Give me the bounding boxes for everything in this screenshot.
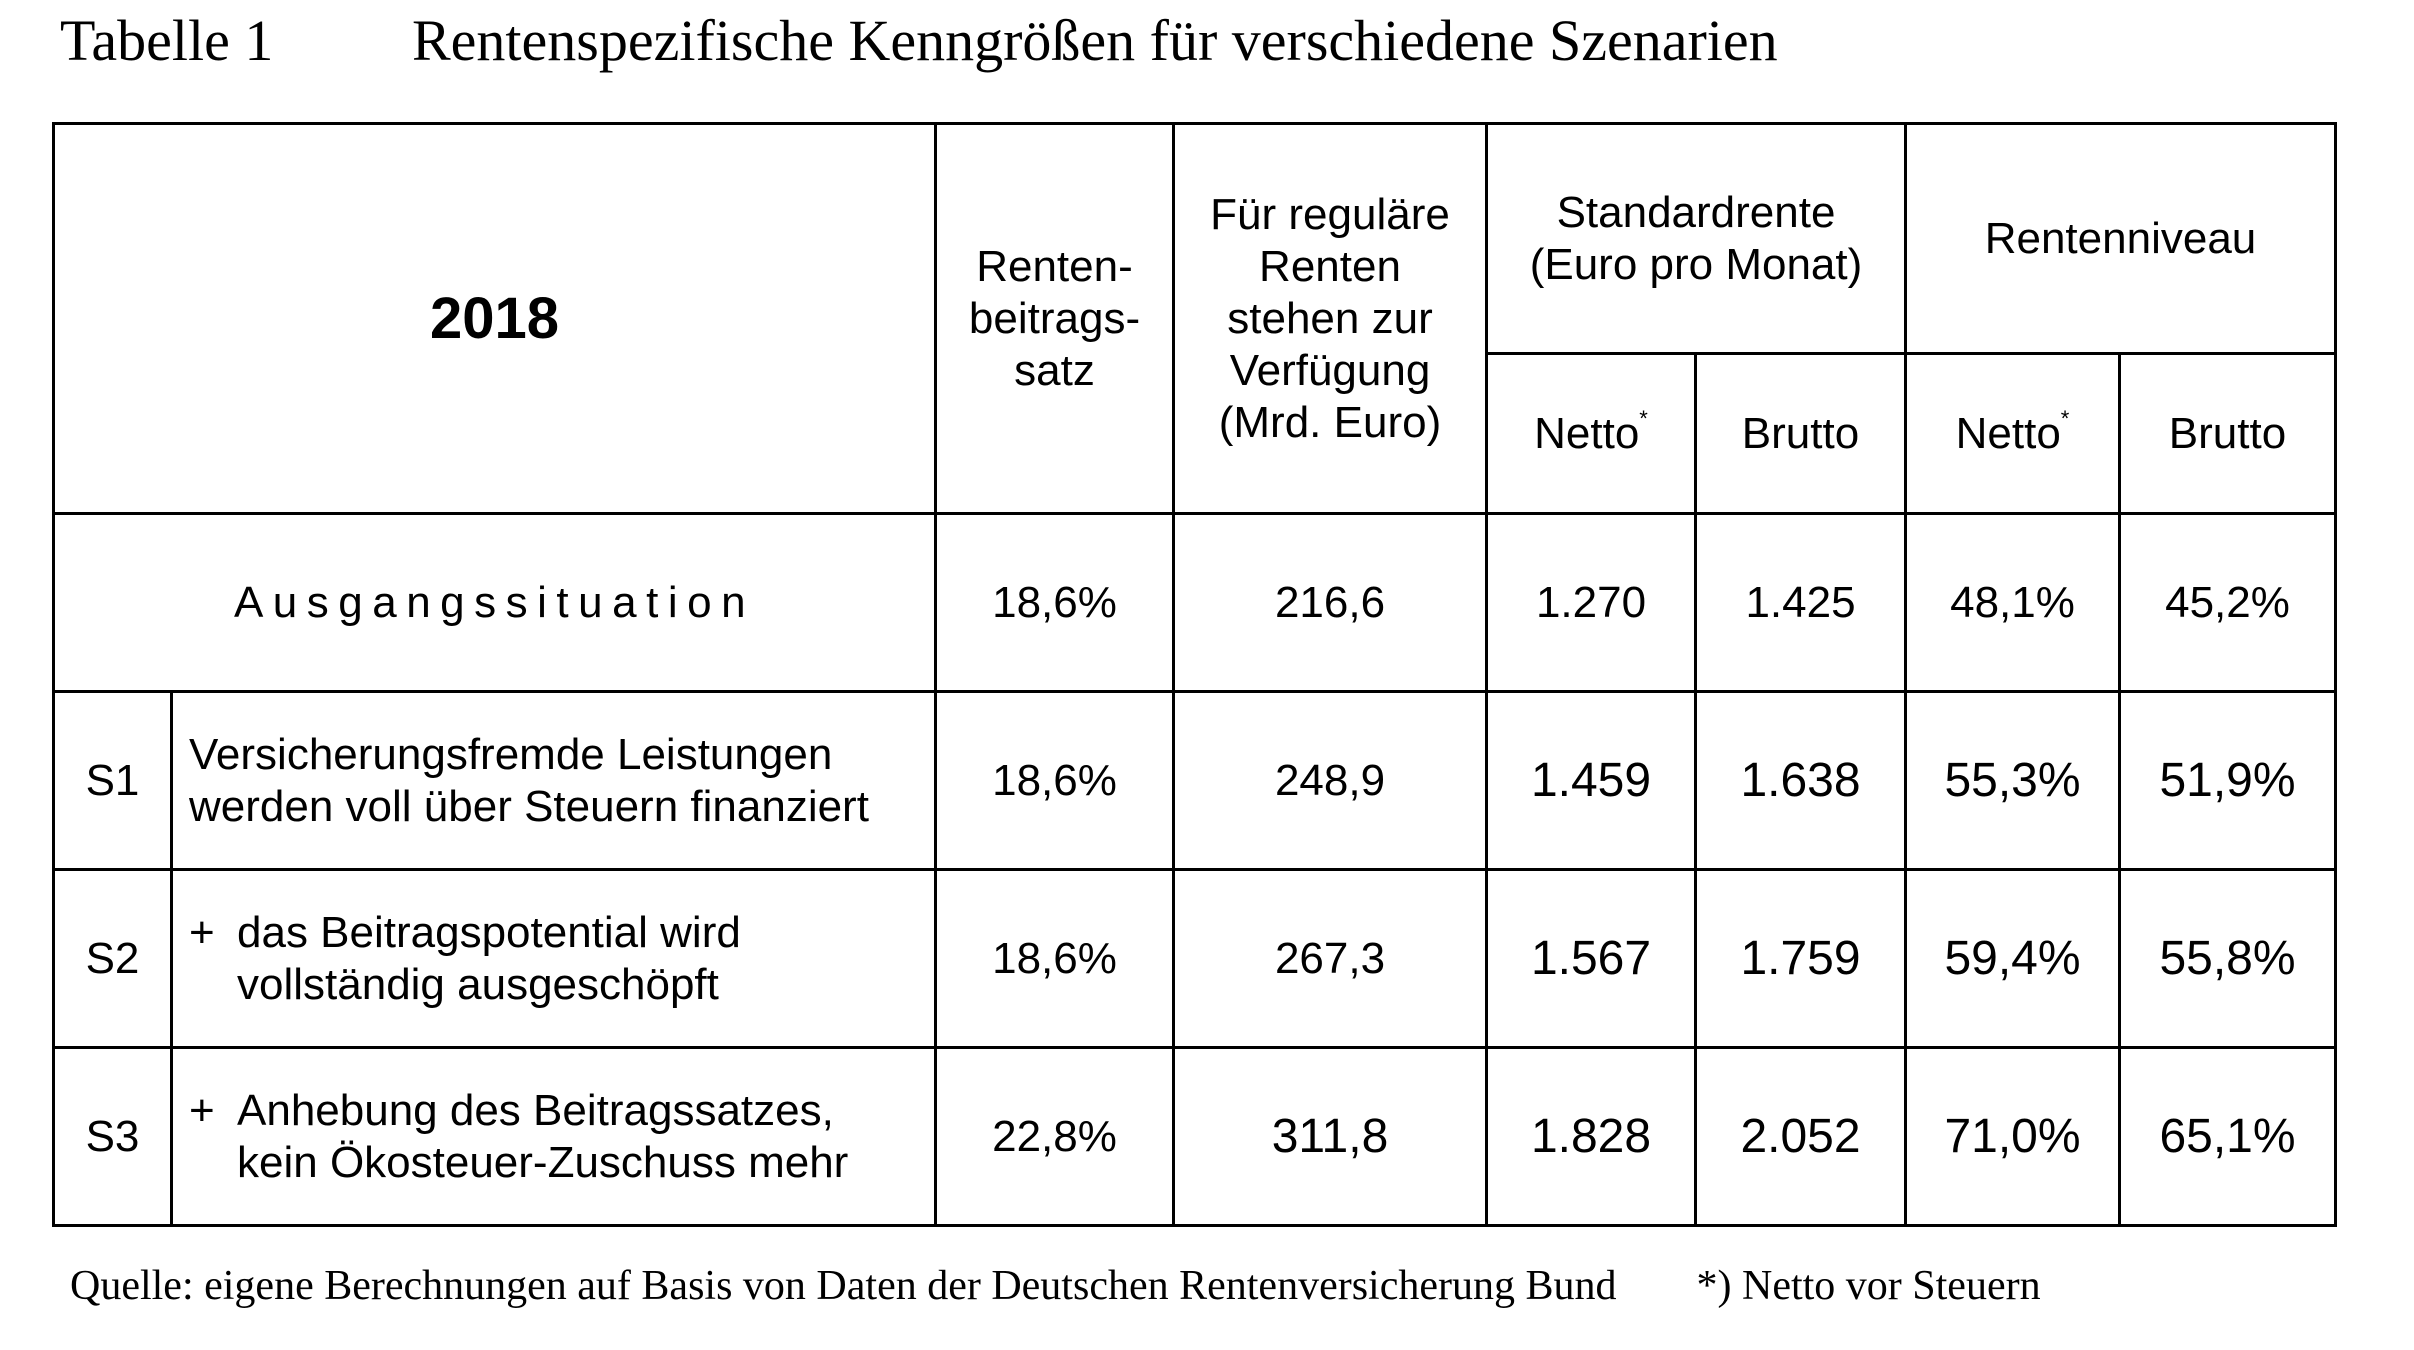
cell-niveau-brutto: 51,9% [2118, 690, 2337, 871]
scenario-description: Versicherungsfremde Leistungen werden vo… [170, 690, 937, 871]
col-header-line: beitrags- [968, 293, 1141, 343]
col-header-line: Renten- [976, 241, 1133, 291]
scenario-description: + Anhebung des Beitragssatzes, kein Ökost… [170, 1046, 937, 1227]
description-line: vollständig ausgeschöpft [237, 959, 719, 1009]
cell-niveau-brutto: 45,2% [2118, 512, 2337, 693]
description-text: Anhebung des Beitragssatzes, [237, 1085, 834, 1135]
cell-niveau-brutto: 65,1% [2118, 1046, 2337, 1227]
subheader-standard-brutto: Brutto [1694, 352, 1907, 515]
description-line: kein Ökosteuer-Zuschuss mehr [237, 1137, 849, 1187]
scenario-id: S1 [52, 690, 173, 871]
cell-niveau-brutto: 55,8% [2118, 868, 2337, 1049]
col-header-line: Für reguläre [1210, 189, 1450, 239]
plus-sign: + [189, 907, 215, 957]
netto-label: Netto [1534, 408, 1640, 458]
col-header-verfuegung: Für reguläre Renten stehen zur Verfügung… [1172, 122, 1488, 515]
header-row-1: 2018 Renten- beitrags- satz Für reguläre… [52, 122, 2337, 515]
cell-standard-netto: 1.567 [1485, 868, 1697, 1049]
header-row-2: Netto* Brutto Netto* Brutto [54, 352, 2337, 515]
cell-verfuegung: 248,9 [1172, 690, 1488, 871]
description-line: Versicherungsfremde Leistungen [189, 729, 833, 779]
scenario-id: S3 [52, 1046, 173, 1227]
cell-niveau-netto: 59,4% [1904, 868, 2121, 1049]
subheader-niveau-brutto: Brutto [2118, 352, 2337, 515]
cell-niveau-netto: 55,3% [1904, 690, 2121, 871]
footnote-mark: * [2060, 405, 2070, 431]
cell-niveau-netto: 48,1% [1904, 512, 2121, 693]
cell-beitragssatz: 18,6% [934, 690, 1175, 871]
scenario-description: + das Beitragspotential wird vollständig … [170, 868, 937, 1049]
col-header-standardrente: Standardrente (Euro pro Monat) [1485, 122, 1907, 355]
subheader-standard-netto: Netto* [1485, 352, 1697, 515]
cell-verfuegung: 267,3 [1172, 868, 1488, 1049]
cell-verfuegung: 216,6 [1172, 512, 1488, 693]
cell-standard-brutto: 2.052 [1694, 1046, 1907, 1227]
scenario-row-s3: S3 + Anhebung des Beitragssatzes, kein Ök… [52, 1046, 2337, 1227]
scenario-row-s2: S2 + das Beitragspotential wird vollständ… [52, 868, 2337, 1049]
source-note: Quelle: eigene Berechnungen auf Basis vo… [70, 1263, 1617, 1309]
cell-standard-netto: 1.459 [1485, 690, 1697, 871]
scenario-row-s1: S1 Versicherungsfremde Leistungen werden… [52, 690, 2337, 871]
col-header-line: stehen zur [1227, 293, 1433, 343]
pension-table: 2018 Renten- beitrags- satz Für reguläre… [52, 122, 2337, 1227]
cell-beitragssatz: 18,6% [934, 868, 1175, 1049]
subheader-niveau-netto: Netto* [1904, 352, 2121, 515]
year-header: 2018 [52, 122, 937, 515]
table-number: Tabelle 1 [60, 8, 274, 73]
description-line: + das Beitragspotential wird [189, 907, 934, 959]
col-header-line: Verfügung [1229, 345, 1431, 395]
cell-standard-brutto: 1.759 [1694, 868, 1907, 1049]
baseline-label: Ausgangssituation [52, 512, 937, 693]
description-line: + Anhebung des Beitragssatzes, [189, 1085, 934, 1137]
cell-beitragssatz: 22,8% [934, 1046, 1175, 1227]
cell-standard-brutto: 1.425 [1694, 512, 1907, 693]
table-title: Rentenspezifische Kenngrößen für verschi… [412, 8, 1778, 73]
footnote-mark: * [1639, 405, 1648, 431]
col-header-line: Renten [1259, 241, 1401, 291]
col-header-rentenniveau: Rentenniveau [1904, 122, 2337, 355]
baseline-row: Ausgangssituation 18,6% 216,6 1.270 1.42… [52, 512, 2337, 693]
plus-sign: + [189, 1085, 215, 1135]
netto-label: Netto [1955, 408, 2061, 458]
cell-standard-netto: 1.828 [1485, 1046, 1697, 1227]
cell-beitragssatz: 18,6% [934, 512, 1175, 693]
description-line: werden voll über Steuern finanziert [189, 781, 869, 831]
scenario-id: S2 [52, 868, 173, 1049]
cell-standard-netto: 1.270 [1485, 512, 1697, 693]
col-header-line: satz [1014, 345, 1095, 395]
table-caption: Tabelle 1 Rentenspezifische Kenngrößen fü… [60, 6, 1778, 76]
table-footer: Quelle: eigene Berechnungen auf Basis vo… [70, 1258, 2041, 1314]
cell-standard-brutto: 1.638 [1694, 690, 1907, 871]
cell-verfuegung: 311,8 [1172, 1046, 1488, 1227]
footnote: *) Netto vor Steuern [1696, 1263, 2041, 1309]
col-header-line: (Mrd. Euro) [1218, 397, 1442, 447]
description-text: das Beitragspotential wird [237, 907, 741, 957]
col-header-line: Standardrente [1556, 187, 1836, 237]
cell-niveau-netto: 71,0% [1904, 1046, 2121, 1227]
col-header-beitragssatz: Renten- beitrags- satz [934, 122, 1175, 515]
col-header-line: (Euro pro Monat) [1529, 239, 1863, 289]
